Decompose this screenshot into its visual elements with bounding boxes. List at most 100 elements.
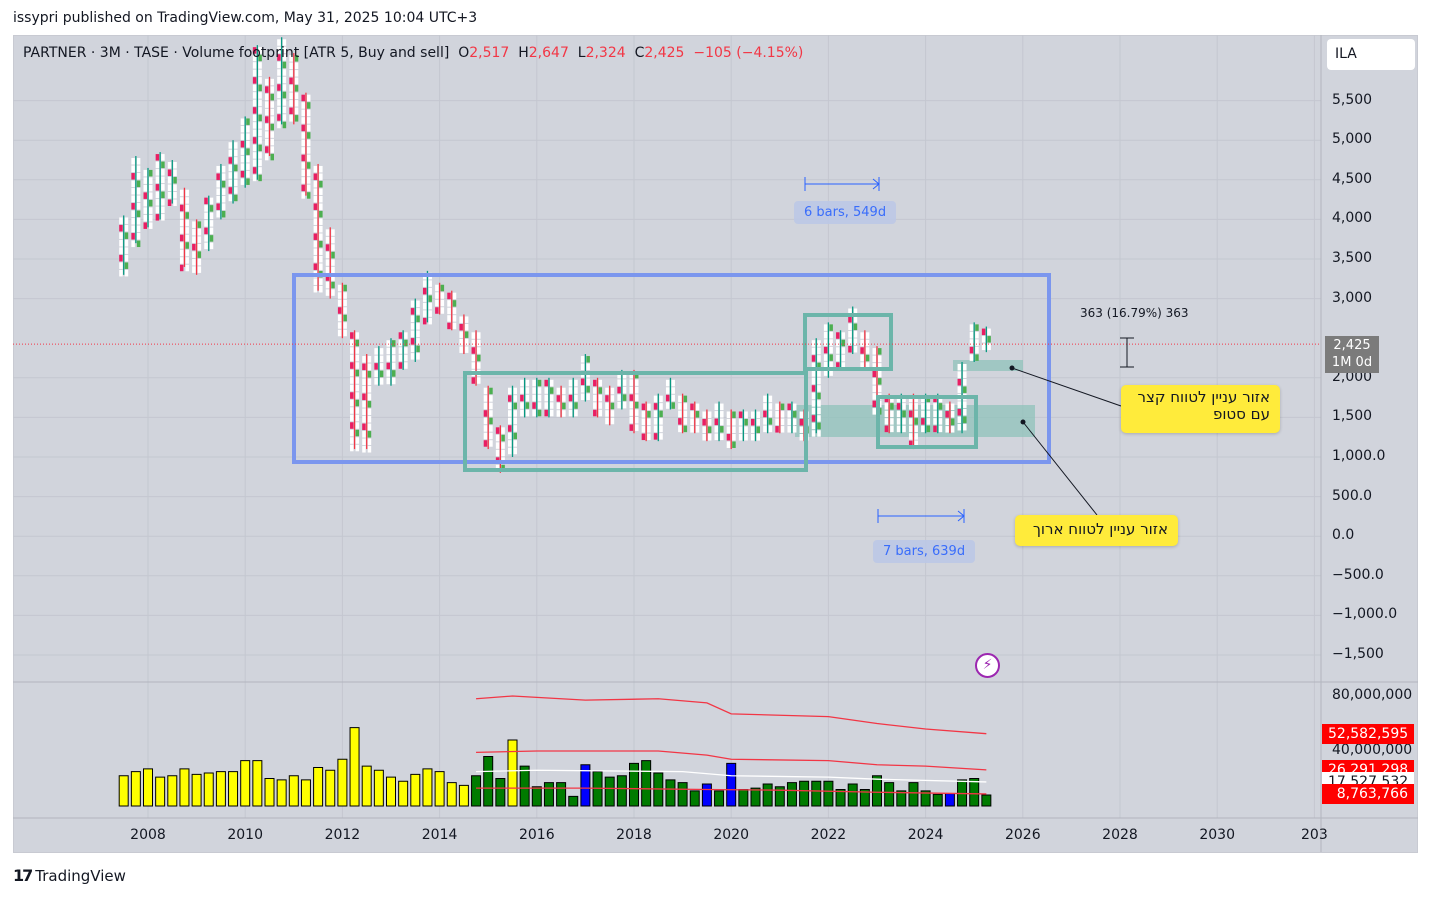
footprint-cell-sell [265, 78, 269, 86]
footprint-cell-buy [586, 356, 590, 363]
footprint-cell-buy [258, 54, 262, 62]
price-range-label[interactable]: 363 (16.79%) 363 [1080, 306, 1189, 320]
footprint-cell-sell [483, 432, 488, 440]
volume-bar [300, 779, 311, 807]
footprint-cell-sell [313, 165, 318, 173]
footprint-cell-sell [665, 387, 670, 394]
measure-label-bottom[interactable]: 7 bars, 639d [873, 540, 976, 563]
footprint-cell-sell [751, 426, 755, 433]
footprint-cell-buy [938, 410, 943, 418]
footprint-cell-buy [780, 418, 785, 426]
footprint-cell-sell [678, 425, 682, 433]
footprint-cell-sell [471, 332, 476, 339]
footprint-cell-sell [544, 394, 548, 402]
footprint-cell-buy [149, 199, 153, 207]
footprint-cell-buy [878, 378, 882, 385]
volume-bar [689, 790, 700, 807]
footprint-cell-sell [277, 61, 281, 69]
footprint-cell-buy [902, 410, 906, 418]
time-axis-label: 2008 [130, 827, 166, 843]
footprint-cell-buy [124, 217, 129, 224]
footprint-cell-sell [483, 417, 488, 425]
footprint-cell-sell [337, 322, 342, 329]
footprint-cell-sell [775, 418, 779, 426]
footprint-cell-buy [647, 433, 651, 441]
footprint-candle [410, 298, 420, 362]
lightning-icon[interactable]: ⚡ [975, 653, 1000, 678]
footprint-candle [459, 314, 469, 355]
footprint-cell-sell [532, 387, 536, 394]
footprint-cell-sell [471, 347, 476, 354]
footprint-cell-sell [957, 416, 962, 423]
footprint-cell-sell [277, 69, 281, 76]
footprint-candle [422, 270, 432, 325]
footprint-cell-sell [155, 191, 160, 199]
footprint-cell-sell [313, 188, 318, 195]
time-axis-label: 2022 [810, 827, 847, 843]
footprint-cell-buy [720, 433, 724, 441]
footprint-cell-sell [362, 423, 366, 431]
footprint-cell-sell [216, 180, 220, 188]
footprint-cell-sell [240, 118, 245, 125]
footprint-cell-sell [641, 433, 646, 441]
footprint-cell-sell [665, 379, 670, 387]
footprint-cell-sell [945, 418, 949, 426]
footprint-cell-buy [817, 385, 821, 392]
footprint-cell-buy [562, 410, 566, 417]
tradingview-logo[interactable]: 17 TradingView [13, 866, 126, 885]
footprint-cell-buy [732, 418, 736, 426]
footprint-cell-buy [865, 354, 870, 362]
footprint-cell-sell [483, 425, 488, 432]
footprint-cell-buy [294, 100, 299, 107]
footprint-candle [556, 385, 566, 418]
callout-line-long [1022, 421, 1098, 516]
footprint-cell-sell [726, 418, 731, 426]
footprint-cell-buy [853, 331, 858, 338]
footprint-cell-buy [914, 403, 918, 410]
footprint-cell-buy [331, 274, 335, 281]
footprint-cell-sell [228, 164, 233, 172]
footprint-cell-buy [367, 401, 372, 408]
footprint-cell-sell [240, 140, 245, 148]
footprint-cell-sell [483, 387, 488, 395]
footprint-cell-sell [301, 147, 305, 154]
footprint-cell-sell [240, 133, 245, 140]
footprint-cell-buy [610, 402, 615, 410]
footprint-cell-buy [306, 154, 311, 162]
footprint-cell-sell [532, 394, 536, 402]
footprint-cell-buy [732, 433, 736, 441]
currency-button[interactable]: ILA [1327, 39, 1415, 70]
footprint-cell-buy [282, 61, 287, 69]
footprint-cell-buy [270, 146, 274, 153]
footprint-cell-sell [860, 354, 864, 362]
volume-bar [847, 783, 858, 807]
callout-short-term[interactable]: אזור עניין לטווח קצר עם סטופ [1121, 385, 1280, 433]
footprint-cell-buy [173, 199, 177, 206]
footprint-cell-buy [440, 307, 445, 314]
footprint-cell-buy [586, 378, 590, 386]
footprint-cell-buy [489, 402, 493, 410]
footprint-cell-sell [362, 386, 366, 393]
measure-label-top[interactable]: 6 bars, 549d [794, 201, 897, 224]
volume-bar [604, 776, 615, 807]
low-value: 2,324 [585, 45, 626, 61]
footprint-cell-sell [313, 248, 318, 255]
footprint-cell-buy [902, 425, 906, 433]
footprint-cell-sell [362, 408, 366, 416]
footprint-cell-sell [192, 221, 196, 228]
symbol-title[interactable]: PARTNER · 3M · TASE · Volume footprint [… [23, 45, 450, 61]
footprint-cell-buy [136, 218, 141, 225]
volume-bar [665, 779, 676, 807]
footprint-cell-sell [228, 149, 233, 157]
footprint-cell-buy [185, 197, 189, 204]
footprint-cell-sell [179, 219, 184, 227]
footprint-cell-sell [738, 411, 743, 418]
footprint-cell-sell [228, 172, 233, 179]
footprint-cell-sell [313, 285, 318, 293]
price-axis-label: −1,500 [1332, 646, 1384, 662]
footprint-cell-buy [756, 411, 760, 418]
footprint-cell-buy [817, 430, 821, 437]
callout-long-term[interactable]: אזור עניין לטווח ארוך [1015, 515, 1178, 546]
footprint-cell-buy [331, 236, 335, 244]
